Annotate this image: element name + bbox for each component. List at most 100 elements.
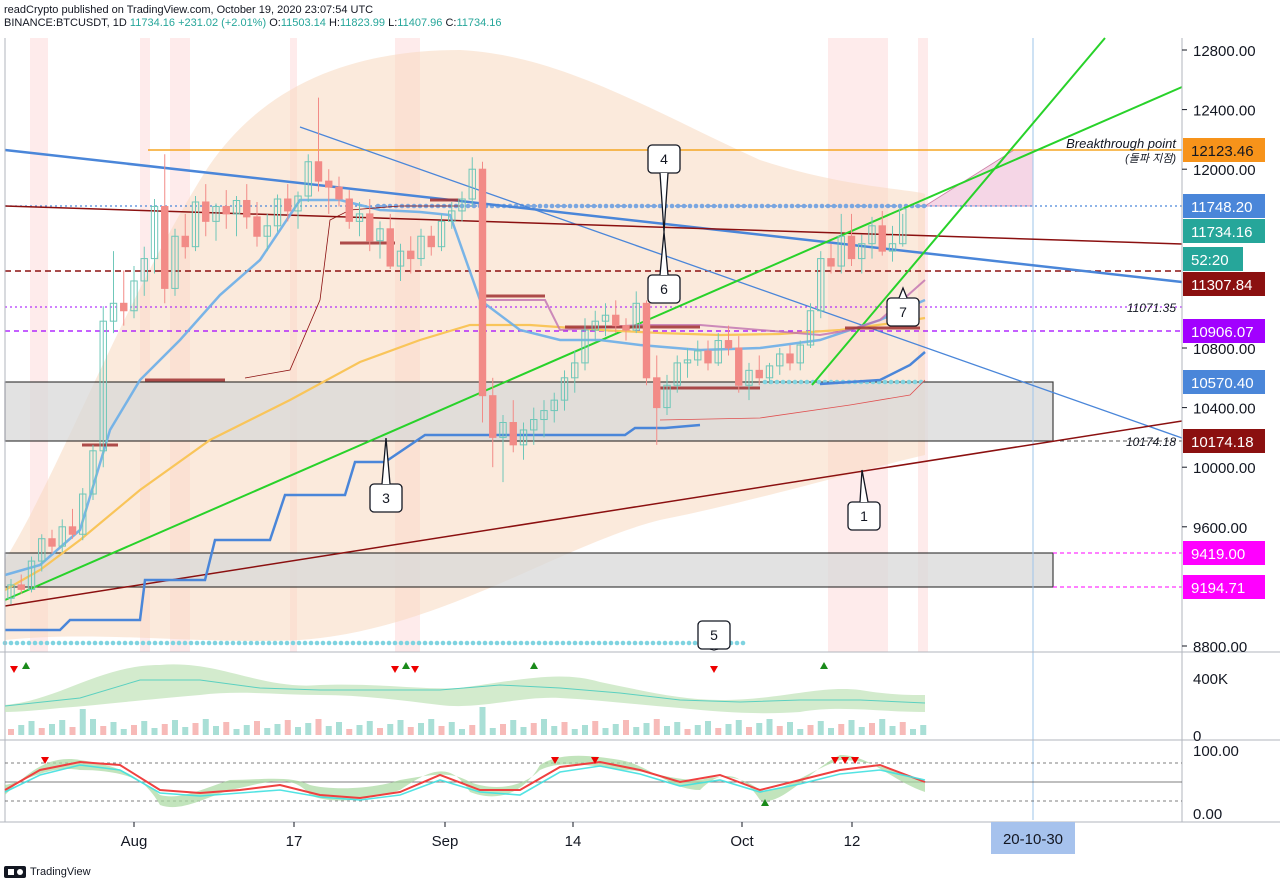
price-label-box	[1183, 138, 1265, 162]
dot-marker	[753, 203, 759, 209]
dot-marker	[888, 379, 894, 385]
breakthrough-label: Breakthrough point	[1066, 136, 1177, 151]
dot-marker	[597, 203, 603, 209]
candle-body	[571, 362, 579, 379]
dot-marker	[434, 640, 440, 646]
price-label: 52:20	[1191, 252, 1229, 269]
candle-body	[735, 347, 743, 386]
dot-marker	[585, 203, 591, 209]
dot-marker	[900, 379, 906, 385]
dot-marker	[548, 640, 554, 646]
close-label: C:	[445, 17, 457, 29]
dot-marker	[374, 640, 380, 646]
candle-body	[437, 220, 446, 248]
candle-body	[601, 314, 610, 322]
candle-body	[468, 168, 476, 200]
dot-marker	[62, 640, 68, 646]
dot-marker	[798, 379, 804, 385]
dot-marker	[596, 640, 602, 646]
candle-body	[243, 199, 251, 218]
dot-marker	[645, 203, 651, 209]
volume-bar	[664, 726, 670, 735]
dot-marker	[170, 640, 176, 646]
dot-marker	[471, 203, 477, 209]
ma-blue	[4, 198, 926, 577]
low-label: L:	[388, 17, 398, 29]
volume-bar	[295, 727, 301, 735]
open-value: 11503.14	[280, 17, 326, 29]
volume-bar	[899, 722, 906, 735]
publisher-line: readCrypto published on TradingView.com,…	[4, 4, 374, 16]
dot-marker	[717, 203, 723, 209]
dot-marker	[284, 640, 290, 646]
dot-marker	[792, 379, 798, 385]
osc-sell-signal-icon	[831, 757, 839, 764]
y-tick-label: 9600.00	[1193, 520, 1247, 537]
dot-marker	[176, 640, 182, 646]
volume-bar	[653, 719, 660, 735]
dot-marker	[32, 640, 38, 646]
candle-body	[120, 302, 128, 312]
candle-body	[478, 168, 487, 397]
dot-marker	[80, 640, 86, 646]
volume-bar	[407, 727, 414, 735]
dot-marker	[668, 640, 674, 646]
callout-5-label: 5	[710, 627, 718, 643]
dot-marker	[44, 640, 50, 646]
dot-marker	[465, 203, 471, 209]
candle-body	[714, 340, 722, 364]
support-box-lower	[4, 552, 1054, 588]
volume-bar	[725, 724, 732, 735]
dot-marker	[512, 640, 518, 646]
volume-bar	[274, 724, 281, 735]
buy-signal-icon	[820, 662, 828, 669]
volume-bar	[202, 719, 209, 735]
volume-bar	[582, 725, 588, 735]
dot-marker	[278, 640, 284, 646]
dot-marker	[705, 203, 711, 209]
price-label-box	[1183, 575, 1265, 599]
dot-marker	[638, 640, 644, 646]
candle-body	[212, 205, 220, 222]
volume-bar	[305, 723, 312, 735]
candle-body	[58, 526, 66, 547]
volume-bar	[120, 729, 127, 735]
volume-bar	[356, 725, 363, 735]
volume-bar	[182, 727, 189, 735]
price-label-box	[1183, 541, 1265, 565]
dot-marker	[549, 203, 555, 209]
dot-marker	[723, 203, 729, 209]
dot-marker	[524, 640, 530, 646]
dot-marker	[729, 203, 735, 209]
candle-body	[27, 560, 36, 590]
dot-marker	[236, 640, 242, 646]
dot-marker	[554, 640, 560, 646]
volume-bar	[69, 727, 76, 735]
volume-bar	[161, 724, 168, 735]
candle-body	[519, 429, 528, 446]
candle-body	[181, 235, 189, 248]
candle-body	[745, 369, 753, 386]
volume-bar	[920, 725, 927, 735]
green-trend-line-long	[4, 86, 1183, 601]
volume-cloud	[5, 664, 925, 714]
dot-marker	[98, 640, 104, 646]
candle-body	[222, 205, 230, 215]
price-label-box	[1183, 272, 1265, 296]
dot-marker	[579, 203, 585, 209]
candle-body	[253, 216, 261, 237]
candle-body	[294, 195, 302, 212]
volume-bar	[59, 720, 66, 735]
candle-body	[284, 198, 292, 212]
dot-marker	[543, 203, 549, 209]
dot-marker	[807, 203, 813, 209]
dot-marker	[38, 640, 44, 646]
dot-marker	[620, 640, 626, 646]
dot-marker	[272, 640, 278, 646]
volume-bar	[643, 723, 650, 735]
volume-bar	[366, 721, 373, 735]
candle-body	[335, 186, 343, 200]
candle-body	[806, 310, 815, 346]
candle-body	[99, 320, 107, 452]
